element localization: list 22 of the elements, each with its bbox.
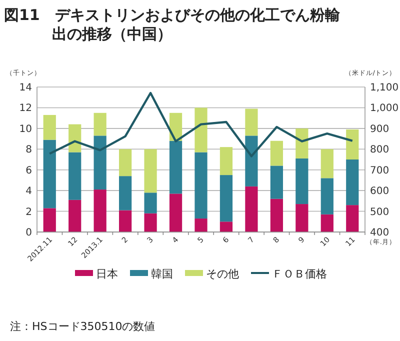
y-tick-label: 8: [26, 144, 32, 156]
y2-tick-label: 1,000: [370, 103, 399, 114]
legend-label: 日本: [96, 268, 118, 280]
y-tick-label: 0: [26, 228, 32, 238]
title: 図11 デキストリンおよびその他の化工でん粉輸出の推移（中国）: [4, 6, 340, 43]
y-tick-label: 6: [26, 165, 32, 176]
text: 注：HSコード350510の数値: [10, 320, 156, 333]
y-tick-label: 12: [19, 103, 32, 114]
legend-label: その他: [206, 268, 239, 280]
y-tick-label: 4: [26, 186, 32, 198]
y-tick-label: 14: [19, 82, 32, 94]
legend-label: 韓国: [151, 268, 173, 280]
y2-tick-label: 1,100: [370, 82, 399, 94]
y2-tick-label: 700: [370, 165, 390, 176]
y2-tick-label: 900: [370, 124, 390, 135]
y-tick-label: 10: [19, 124, 32, 135]
y-tick-label: 2: [26, 206, 32, 218]
y2-tick-label: 400: [370, 228, 390, 238]
y2-tick-label: 500: [370, 206, 390, 218]
legend-label: ＦＯＢ価格: [272, 268, 327, 280]
y2-tick-label: 800: [370, 144, 390, 156]
y2-tick-label: 600: [370, 186, 390, 198]
